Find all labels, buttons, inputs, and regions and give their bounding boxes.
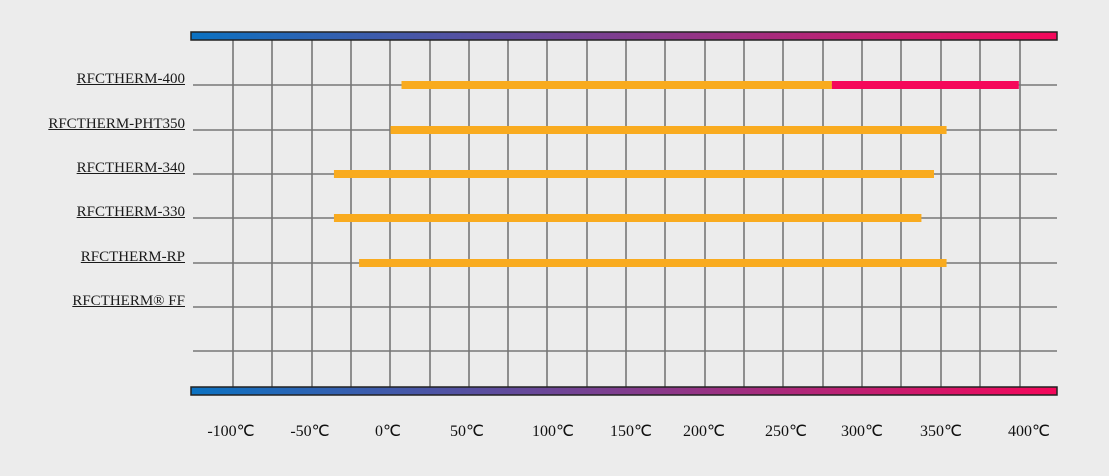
x-tick-label: 200℃ — [683, 423, 725, 440]
row-label: RFCTHERM-RP — [80, 249, 185, 265]
x-tick-label: 250℃ — [765, 423, 807, 440]
range-bar — [359, 259, 947, 267]
x-tick-label: 300℃ — [841, 423, 883, 440]
range-bar — [333, 170, 934, 178]
x-tick-label: 100℃ — [532, 423, 574, 440]
x-tick-label: -50℃ — [290, 423, 330, 440]
x-tick-label: 50℃ — [450, 423, 484, 440]
gradient-scale — [190, 31, 1058, 396]
row-label: RFCTHERM-330 — [76, 204, 185, 220]
bars — [333, 81, 1019, 267]
x-tick-label: 150℃ — [610, 423, 652, 440]
row-label: RFCTHERM-400 — [76, 71, 185, 87]
x-tick-label: 400℃ — [1008, 423, 1050, 440]
range-bar — [401, 81, 832, 89]
row-label: RFCTHERM-340 — [76, 160, 185, 176]
temperature-gradient-strip — [190, 31, 1058, 41]
range-bar — [333, 214, 922, 222]
row-label: RFCTHERM® FF — [72, 293, 185, 309]
range-bar — [390, 126, 947, 134]
range-bar — [831, 81, 1019, 89]
row-label: RFCTHERM-PHT350 — [48, 116, 185, 132]
x-tick-label: 0℃ — [375, 423, 401, 440]
x-tick-label: -100℃ — [207, 423, 255, 440]
x-tick-label: 350℃ — [920, 423, 962, 440]
temperature-gradient-strip — [190, 386, 1058, 396]
